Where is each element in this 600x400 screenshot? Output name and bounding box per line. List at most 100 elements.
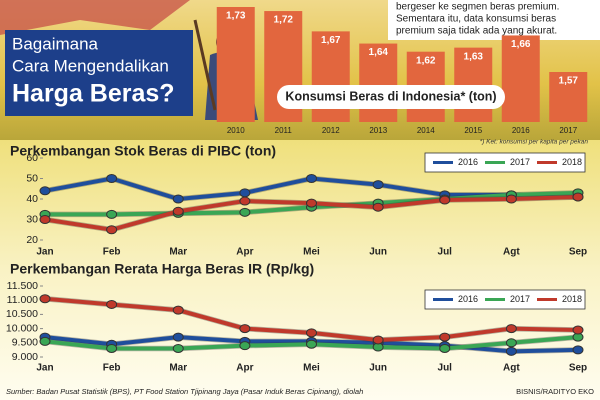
y-tick-label: 10.500 [6, 308, 38, 320]
x-tick-label: Apr [236, 363, 253, 374]
chart-title: Perkembangan Rerata Harga Beras IR (Rp/k… [10, 261, 314, 277]
y-tick-label: 40 [26, 193, 38, 205]
bar [216, 7, 255, 122]
value-label: 1,72 [274, 15, 294, 26]
value-label: 1,73 [226, 11, 246, 22]
x-tick-label: Feb [103, 363, 121, 374]
title-line: Harga Beras? [12, 80, 175, 108]
value-label: 1,57 [559, 76, 579, 87]
value-label: 1,63 [464, 51, 484, 62]
point [306, 328, 317, 338]
value-label: 1,66 [511, 39, 531, 50]
x-tick-label: Jan [36, 363, 53, 374]
source: Sumber: Badan Pusat Statistik (BPS), PT … [6, 387, 363, 396]
y-tick-label: 11.000 [7, 294, 38, 306]
point [505, 194, 517, 204]
x-tick-label: Jul [438, 247, 453, 258]
point [172, 343, 184, 353]
x-tick-label: 2015 [464, 126, 482, 135]
point [39, 186, 51, 196]
bar [549, 72, 588, 122]
point [39, 294, 51, 304]
x-tick-label: Mei [303, 247, 320, 258]
point [239, 207, 251, 217]
intro-text: premium saja tidak ada yang akurat. [396, 26, 557, 37]
value-label: 1,64 [369, 47, 389, 58]
x-tick-label: 2016 [512, 126, 530, 135]
chart-title: Konsumsi Beras di Indonesia* (ton) [285, 89, 496, 103]
point [39, 215, 51, 224]
x-tick-label: Agt [503, 363, 520, 374]
footnote: *) Ket: konsumsi per kapita per pekan [480, 139, 589, 146]
title-line: Cara Mengendalikan [12, 56, 169, 75]
credit: BISNIS/RADITYO EKO [516, 387, 594, 396]
legend-label: 2018 [562, 157, 582, 167]
point [106, 209, 118, 219]
point [172, 194, 184, 204]
legend-label: 2016 [458, 294, 478, 304]
point [39, 336, 51, 346]
point [572, 192, 584, 202]
point [172, 305, 184, 315]
x-tick-label: Jun [369, 247, 387, 258]
x-tick-label: Mar [169, 247, 187, 258]
legend-label: 2016 [458, 157, 478, 167]
sack-decoration [0, 0, 190, 35]
point [505, 324, 517, 334]
point [239, 188, 251, 198]
x-tick-label: 2017 [559, 126, 577, 135]
bar [501, 35, 540, 122]
point [372, 180, 384, 190]
x-tick-label: Mar [169, 363, 187, 374]
legend-label: 2017 [510, 294, 530, 304]
point [106, 299, 118, 309]
y-tick-label: 9.000 [12, 351, 38, 363]
x-tick-label: Sep [569, 363, 587, 374]
point [505, 346, 517, 356]
x-tick-label: 2014 [417, 126, 435, 135]
x-tick-label: 2013 [369, 126, 387, 135]
x-tick-label: Jul [438, 363, 453, 374]
x-tick-label: Mei [303, 363, 320, 374]
chart-background [0, 140, 600, 400]
x-tick-label: 2010 [227, 126, 245, 135]
title-line: Bagaimana [12, 34, 99, 53]
point [106, 343, 118, 353]
y-tick-label: 20 [26, 234, 38, 246]
point [172, 332, 184, 342]
value-label: 1,67 [321, 35, 341, 46]
x-tick-label: 2012 [322, 126, 340, 135]
x-tick-label: Feb [103, 247, 121, 258]
y-tick-label: 11.500 [7, 280, 38, 292]
point [439, 332, 451, 342]
point [239, 324, 251, 334]
point [306, 174, 317, 183]
x-tick-label: Jan [36, 247, 53, 258]
legend-label: 2017 [510, 157, 530, 167]
point [439, 343, 451, 353]
legend-label: 2018 [562, 294, 582, 304]
point [306, 339, 317, 349]
y-tick-label: 30 [26, 213, 38, 225]
intro-text: bergeser ke segmen beras premium. [396, 2, 559, 13]
y-tick-label: 10.000 [6, 322, 38, 334]
point [372, 202, 384, 212]
x-tick-label: Agt [503, 247, 520, 258]
point [572, 345, 584, 355]
y-tick-label: 50 [26, 172, 38, 184]
title-box [5, 30, 193, 116]
intro-text: Sementara itu, data konsumsi beras [396, 14, 556, 25]
y-tick-label: 60 [26, 152, 38, 164]
x-tick-label: Sep [569, 247, 587, 258]
point [572, 325, 584, 335]
point [439, 195, 451, 205]
point [172, 206, 184, 216]
intro-background [388, 0, 600, 40]
point [239, 341, 251, 351]
point [106, 225, 118, 235]
point [505, 338, 517, 348]
x-tick-label: Apr [236, 247, 253, 258]
point [239, 196, 251, 206]
chart-title-box [277, 85, 505, 109]
